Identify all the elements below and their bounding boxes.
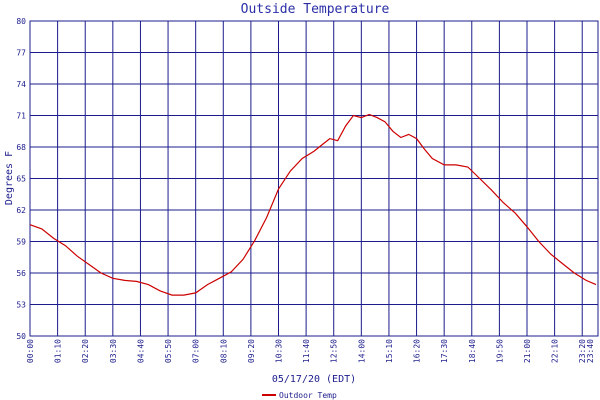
y-axis-label: Degrees F [4, 151, 15, 205]
x-tick-label: 05:50 [164, 339, 173, 363]
x-tick-label: 08:10 [219, 339, 228, 363]
x-tick-label: 11:40 [302, 339, 311, 363]
x-tick-label: 17:30 [440, 339, 449, 363]
y-axis-ticks: 50 53 56 59 62 65 68 71 74 77 80 [16, 17, 26, 341]
y-tick-label: 71 [16, 112, 26, 121]
y-tick-label: 56 [16, 269, 26, 278]
x-tick-label: 03:30 [109, 339, 118, 363]
x-tick-label: 21:00 [523, 339, 532, 363]
x-tick-label: 00:00 [26, 339, 35, 363]
x-tick-label: 16:20 [413, 339, 422, 363]
x-axis-ticks: 00:00 01:10 02:20 03:30 04:40 05:50 07:00 08:10… [26, 339, 595, 363]
y-tick-label: 59 [16, 238, 26, 247]
y-tick-label: 50 [16, 332, 26, 341]
x-tick-label: 14:00 [357, 339, 366, 363]
x-tick-label: 23:40 [586, 339, 595, 363]
y-tick-label: 53 [16, 301, 26, 310]
y-tick-label: 65 [16, 175, 26, 184]
x-tick-label: 10:30 [275, 339, 284, 363]
y-tick-label: 62 [16, 206, 26, 215]
plot-grid [29, 20, 599, 337]
x-tick-label: 04:40 [136, 339, 145, 363]
x-tick-label: 18:40 [468, 339, 477, 363]
y-tick-label: 80 [16, 17, 26, 26]
x-tick-label: 19:50 [495, 339, 504, 363]
legend-label: Outdoor Temp [279, 391, 337, 400]
x-tick-label: 15:10 [385, 339, 394, 363]
outdoor-temp-line [29, 113, 597, 296]
x-tick-label: 23:20 [578, 339, 587, 363]
x-tick-label: 07:00 [192, 339, 201, 363]
y-tick-label: 74 [16, 80, 26, 89]
x-tick-label: 02:20 [81, 339, 90, 363]
x-tick-label: 12:50 [330, 339, 339, 363]
chart-title: Outside Temperature [241, 2, 390, 17]
x-axis-label: 05/17/20 (EDT) [272, 374, 356, 385]
x-tick-label: 09:20 [247, 339, 256, 363]
x-tick-label: 01:10 [54, 339, 63, 363]
y-tick-label: 77 [16, 49, 26, 58]
x-tick-label: 22:10 [551, 339, 560, 363]
y-tick-label: 68 [16, 143, 26, 152]
